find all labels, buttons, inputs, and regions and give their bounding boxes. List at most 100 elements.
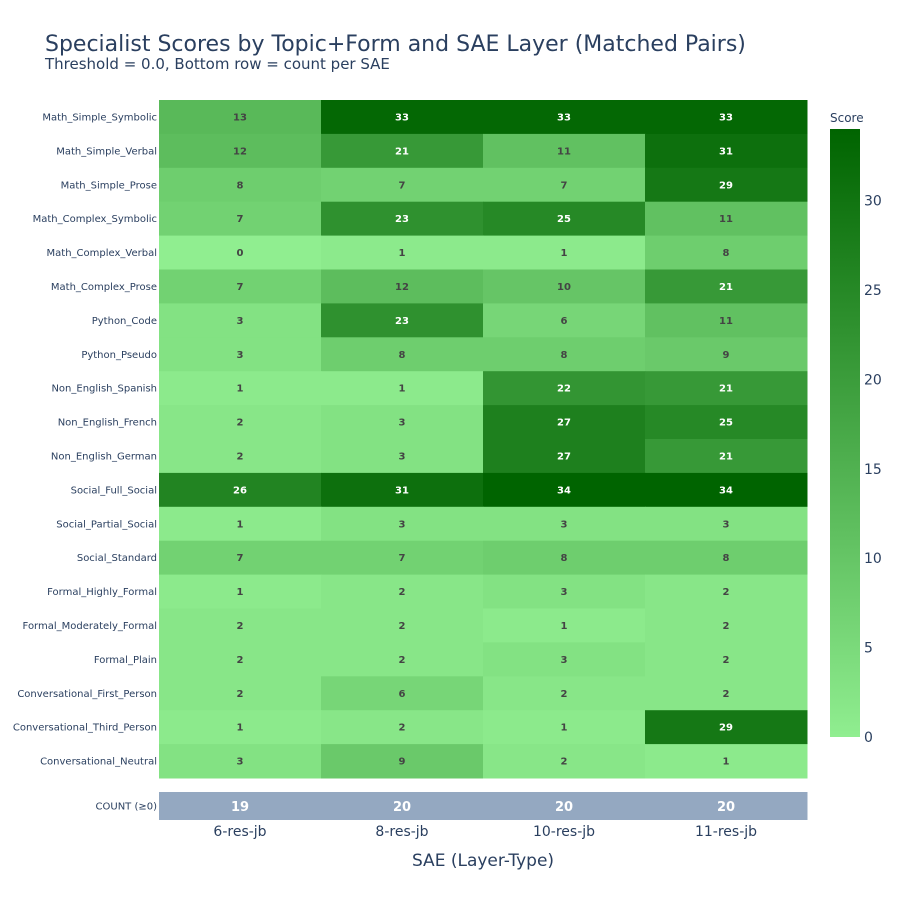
cell-value-label: 1 xyxy=(237,384,244,395)
heatmap-cell xyxy=(321,608,484,643)
cell-value-label: 2 xyxy=(723,655,730,666)
heatmap-cell xyxy=(483,472,646,508)
heatmap-cell xyxy=(321,269,484,304)
heatmap-cell xyxy=(159,439,322,474)
cell-value-label: 0 xyxy=(237,248,244,259)
row-label: Social_Full_Social xyxy=(71,485,157,496)
heatmap-cell xyxy=(483,167,646,203)
heatmap-cell xyxy=(483,608,646,643)
cell-value-label: 3 xyxy=(399,451,406,462)
count-cell xyxy=(159,792,322,820)
heatmap-cell xyxy=(321,100,484,135)
count-row: COUNT (≥0) 19 20 20 20 xyxy=(96,792,808,820)
cell-value-label: 22 xyxy=(557,384,571,395)
cell-value-label: 3 xyxy=(399,519,406,530)
cell-value-label: 31 xyxy=(395,485,409,496)
cell-value-label: 27 xyxy=(557,451,571,462)
heatmap-cell xyxy=(321,167,484,203)
heatmap-cell xyxy=(483,269,646,304)
heatmap-cell xyxy=(483,405,646,440)
heatmap-cell xyxy=(159,133,322,169)
count-cell xyxy=(483,792,646,820)
cell-value-label: 1 xyxy=(237,587,244,598)
cell-value-label: 21 xyxy=(719,384,733,395)
heatmap-cell xyxy=(321,133,484,169)
heatmap-cell xyxy=(645,676,808,711)
cell-value-label: 2 xyxy=(399,655,406,666)
cell-value-label: 3 xyxy=(561,587,568,598)
colorbar-tick-label: 30 xyxy=(864,194,882,210)
cell-value-label: 23 xyxy=(395,214,409,225)
heatmap-cell xyxy=(321,405,484,440)
cell-value-label: 2 xyxy=(237,451,244,462)
cell-value-label: 12 xyxy=(395,282,409,293)
colorbar-gradient xyxy=(830,129,860,737)
count-cell xyxy=(645,792,808,820)
count-value-label: 20 xyxy=(717,800,735,815)
heatmap-cell xyxy=(159,337,322,372)
heatmap-cell xyxy=(159,269,322,304)
cell-value-label: 2 xyxy=(399,587,406,598)
heatmap-cell xyxy=(483,133,646,169)
heatmap-cell xyxy=(321,303,484,338)
heatmap-cell xyxy=(159,710,322,745)
colorbar-tick-label: 15 xyxy=(864,462,882,478)
row-label: Social_Partial_Social xyxy=(56,519,157,530)
cell-value-label: 2 xyxy=(237,689,244,700)
cell-value-label: 21 xyxy=(719,451,733,462)
cell-value-label: 25 xyxy=(719,418,733,429)
heatmap-cell xyxy=(483,710,646,745)
cell-value-label: 3 xyxy=(237,350,244,361)
heatmap-cell xyxy=(321,472,484,508)
row-label: Social_Standard xyxy=(77,553,157,564)
cell-value-label: 8 xyxy=(723,553,730,564)
row-labels: Math_Simple_Symbolic Math_Simple_Verbal Ma… xyxy=(13,112,157,767)
row-label: Math_Complex_Prose xyxy=(51,282,157,293)
row-label: Math_Complex_Verbal xyxy=(47,248,157,259)
colorbar-tick-label: 10 xyxy=(864,551,882,567)
cell-value-label: 3 xyxy=(723,519,730,530)
heatmap-cell xyxy=(483,574,646,609)
row-label: Non_English_German xyxy=(51,451,157,462)
cell-value-label: 1 xyxy=(723,757,730,768)
count-value-label: 20 xyxy=(555,800,573,815)
heatmap-cell xyxy=(645,269,808,304)
heatmap-cell xyxy=(321,235,484,270)
cell-value-label: 3 xyxy=(399,418,406,429)
colorbar-tick-label: 0 xyxy=(864,730,873,746)
count-row-label: COUNT (≥0) xyxy=(96,802,158,813)
heatmap-cell xyxy=(645,371,808,406)
column-label: 11-res-jb xyxy=(695,824,757,840)
cell-value-label: 2 xyxy=(399,621,406,632)
cell-value-label: 6 xyxy=(399,689,406,700)
cell-value-label: 3 xyxy=(237,757,244,768)
heatmap-cell xyxy=(645,100,808,135)
heatmap-cell xyxy=(483,201,646,237)
cell-value-label: 21 xyxy=(395,146,409,157)
cell-value-label: 34 xyxy=(557,485,571,496)
row-label: Conversational_Neutral xyxy=(40,757,157,768)
heatmap-cell xyxy=(645,608,808,643)
cell-value-label: 33 xyxy=(395,112,409,123)
cell-value-label: 8 xyxy=(723,248,730,259)
heatmap-cell xyxy=(483,744,646,779)
cell-value-label: 1 xyxy=(237,723,244,734)
heatmap-cell xyxy=(321,540,484,576)
cell-value-label: 2 xyxy=(561,689,568,700)
row-label: Math_Complex_Symbolic xyxy=(33,214,157,225)
cell-value-label: 3 xyxy=(237,316,244,327)
heatmap-cell xyxy=(645,167,808,203)
row-label: Python_Code xyxy=(92,316,157,327)
column-label: 10-res-jb xyxy=(533,824,595,840)
cell-value-label: 1 xyxy=(561,723,568,734)
count-cell xyxy=(321,792,484,820)
heatmap-cell xyxy=(159,100,322,135)
colorbar: Score 0 5 10 15 20 25 30 xyxy=(830,111,882,746)
cell-value-label: 11 xyxy=(719,316,733,327)
heatmap-cell xyxy=(483,100,646,135)
heatmap-cell xyxy=(483,337,646,372)
column-labels: 6-res-jb 8-res-jb 10-res-jb 11-res-jb xyxy=(213,824,757,840)
cell-value-label: 2 xyxy=(723,689,730,700)
heatmap-cell xyxy=(321,710,484,745)
